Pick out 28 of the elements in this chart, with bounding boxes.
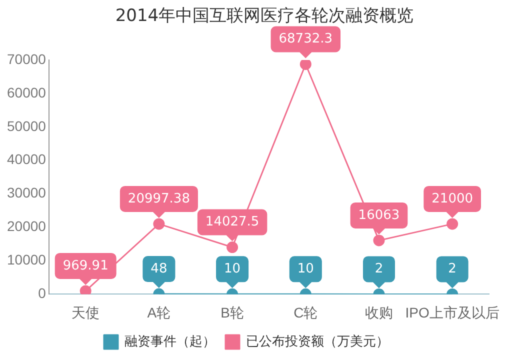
data-label: 2 [448,262,456,277]
data-label: 10 [224,262,241,277]
y-tick-label: 10000 [6,252,46,268]
y-tick-label: 0 [38,285,46,302]
x-tick-label: 收购 [364,304,393,320]
y-tick-label: 70000 [6,50,46,67]
data-label: 16063 [358,208,400,223]
y-tick-label: 20000 [6,218,46,234]
data-label: 969.91 [62,258,108,274]
data-label: 21000 [432,191,474,206]
x-tick-label: C轮 [294,304,318,320]
x-tick-label: B轮 [220,304,244,320]
chart-title: 2014年中国互联网医疗各轮次融资概览 [114,5,415,27]
x-tick-label: A轮 [147,304,171,320]
data-label: 68732.3 [278,32,333,47]
data-label: 2 [374,262,384,277]
legend-label: 已公布投资额（万美元） [246,333,389,350]
y-tick-label: 50000 [6,118,46,134]
y-tick-label: 40000 [6,151,46,168]
y-tick-label: 60000 [6,84,46,100]
data-label: 10 [297,262,314,277]
data-label: 14027.5 [205,214,260,230]
x-tick-label: 天使 [72,304,100,320]
y-tick-label: 30000 [6,184,46,201]
data-label: 48 [150,261,168,276]
legend-label: 融资事件（起） [124,334,216,350]
x-tick-label: IPO上市及以后 [405,304,500,320]
data-label: 20997.38 [128,191,190,206]
